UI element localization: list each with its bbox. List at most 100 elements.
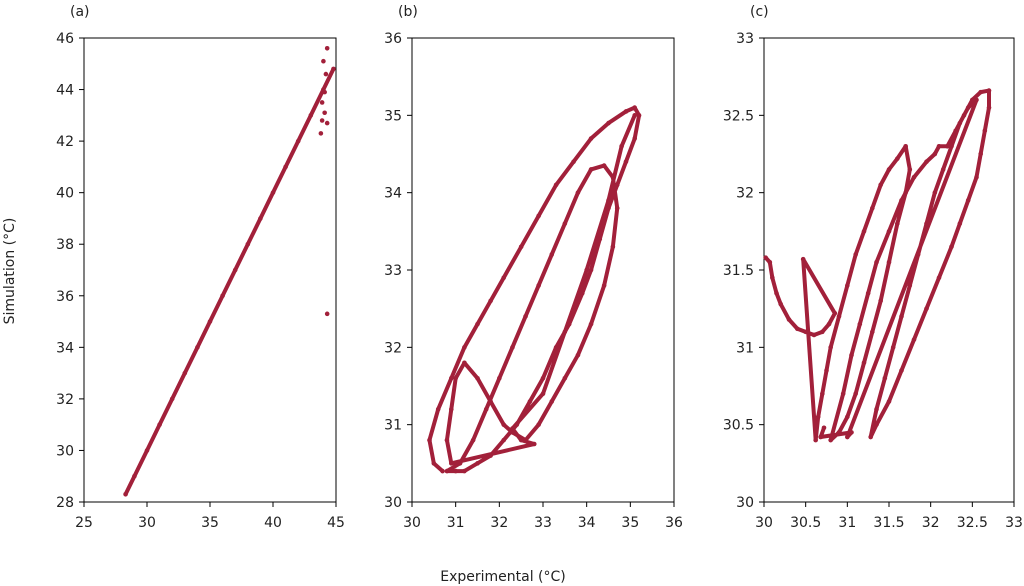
data-point: [475, 321, 480, 327]
x-tick-label: 30.5: [790, 515, 821, 531]
x-tick-label: 30: [138, 515, 156, 531]
data-point: [553, 345, 559, 350]
data-point: [632, 113, 637, 118]
data-point: [536, 422, 541, 427]
data-point: [915, 252, 921, 257]
panel-a: 25 30 35 40 45 28 30 32 34 36 38 40 42 44 46 (a): [56, 4, 345, 531]
data-point: [258, 216, 263, 221]
data-point: [453, 375, 458, 381]
data-point: [331, 66, 336, 72]
data-point: [907, 283, 913, 288]
data-point: [924, 159, 929, 165]
data-point: [540, 391, 546, 397]
data-point: [566, 321, 572, 327]
data-point: [588, 136, 594, 141]
data-point: [169, 396, 175, 402]
data-point: [295, 138, 301, 144]
data-point: [965, 105, 971, 110]
data-point: [907, 167, 913, 172]
panel-c: 30 30.5 31 31.5 32 32.5 33 30 30.5 31 31.5 32 32.5 33…: [723, 4, 1023, 531]
x-tick-label: 31: [447, 515, 465, 531]
data-point: [632, 105, 637, 110]
data-point: [323, 71, 329, 77]
data-point: [820, 391, 825, 397]
data-point: [945, 143, 950, 149]
data-point: [853, 252, 858, 257]
data-point: [606, 120, 611, 126]
data-point: [588, 267, 594, 273]
data-point: [270, 190, 276, 195]
x-tick-label: 32: [922, 515, 940, 531]
y-tick-label: 36: [384, 31, 402, 47]
data-point: [870, 205, 875, 211]
data-point: [767, 259, 773, 265]
y-tick-label: 32.5: [723, 108, 754, 124]
data-point: [510, 430, 515, 435]
data-point: [518, 244, 524, 250]
data-point: [220, 293, 225, 299]
data-point: [826, 321, 832, 327]
x-tick-label: 45: [327, 515, 345, 531]
data-point: [518, 437, 524, 443]
y-tick-label: 32: [736, 186, 754, 202]
data-point: [562, 221, 568, 226]
data-point: [614, 205, 620, 211]
data-point: [974, 174, 979, 180]
data-point: [318, 131, 324, 136]
data-point: [949, 244, 954, 250]
y-tick-label: 33: [384, 263, 402, 279]
data-point: [527, 399, 533, 404]
data-point: [501, 437, 507, 443]
data-point: [195, 345, 200, 350]
data-point: [623, 109, 629, 114]
data-point: [562, 329, 568, 335]
data-point: [932, 190, 938, 195]
data-point: [778, 301, 783, 307]
data-point: [453, 468, 458, 474]
data-point: [444, 468, 450, 474]
y-tick-label: 35: [384, 108, 402, 124]
data-point: [936, 143, 942, 149]
data-point: [820, 329, 825, 335]
data-point: [601, 163, 607, 168]
plot-frame-a: [83, 37, 337, 503]
x-tick-label: 25: [75, 515, 93, 531]
data-point: [899, 314, 904, 319]
data-point: [562, 375, 568, 381]
y-tick-label: 38: [56, 237, 74, 253]
data-point: [322, 110, 327, 116]
data-point: [606, 205, 611, 211]
data-point: [531, 441, 537, 447]
data-point: [886, 229, 892, 234]
data-point: [601, 283, 607, 288]
data-point: [488, 399, 493, 404]
data-point: [878, 298, 883, 304]
x-tick-label: 35: [201, 515, 219, 531]
data-point: [553, 182, 559, 188]
data-point: [488, 298, 493, 304]
data-point: [444, 437, 450, 443]
data-point: [770, 275, 775, 281]
data-point: [549, 252, 555, 257]
data-point: [483, 406, 489, 412]
series-trace: [427, 105, 642, 474]
data-point: [940, 167, 946, 172]
y-tick-label: 28: [56, 495, 74, 511]
y-tick-label: 32: [384, 340, 402, 356]
data-point: [462, 468, 467, 474]
data-point: [936, 275, 942, 281]
data-point: [510, 345, 515, 350]
x-tick-label: 36: [665, 515, 683, 531]
data-point: [832, 311, 838, 316]
data-point: [836, 430, 842, 435]
data-point: [610, 244, 616, 250]
series-trace: [763, 88, 991, 443]
data-point: [924, 221, 929, 226]
data-point: [182, 370, 188, 376]
x-tick-label: 35: [621, 515, 639, 531]
data-point: [978, 89, 983, 95]
data-point: [861, 229, 867, 234]
data-point: [457, 461, 463, 466]
data-point: [623, 159, 629, 165]
data-point: [886, 167, 892, 172]
